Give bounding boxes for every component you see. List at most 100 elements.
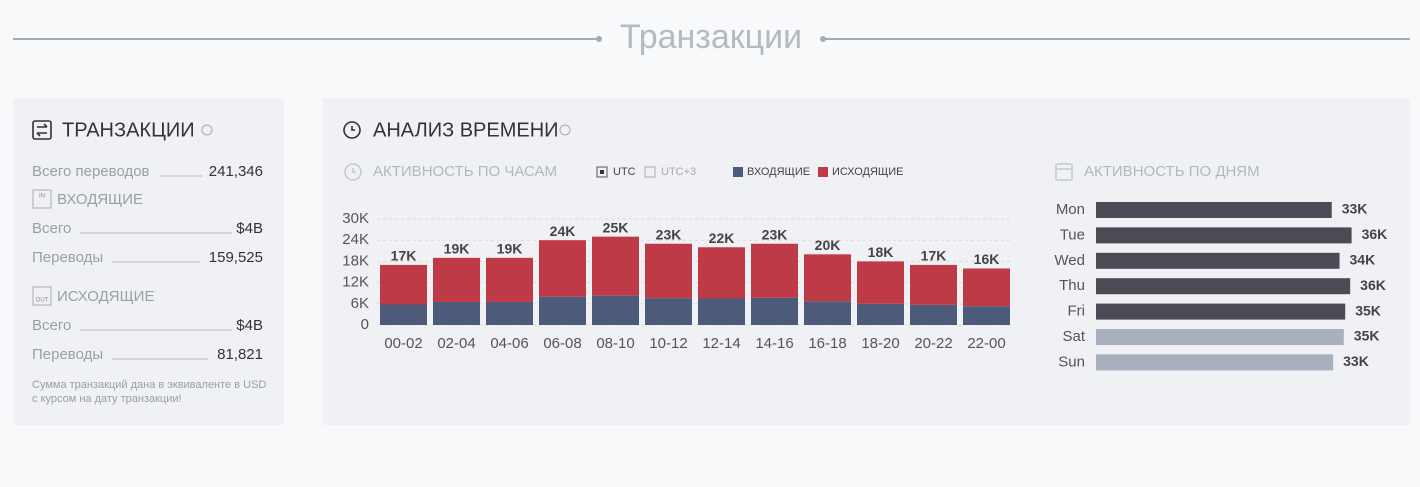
y-tick-label: 30K bbox=[342, 210, 369, 227]
y-tick-label: 12K bbox=[342, 274, 369, 291]
total-label: 17K bbox=[391, 248, 417, 264]
row-label: Переводы bbox=[32, 346, 103, 363]
y-tick-label: Wed bbox=[1054, 252, 1085, 269]
total-label: 18K bbox=[868, 244, 894, 260]
value-label: 33K bbox=[1343, 353, 1369, 369]
tz-label[interactable]: UTC+3 bbox=[661, 166, 696, 178]
x-tick-label: 10-12 bbox=[649, 335, 687, 352]
tz-radio[interactable] bbox=[644, 166, 656, 178]
in-icon-text: IN bbox=[39, 194, 45, 200]
x-tick-label: 02-04 bbox=[437, 335, 475, 352]
y-tick-label: Sun bbox=[1058, 353, 1085, 370]
header-dot bbox=[596, 36, 602, 42]
row-label: Всего bbox=[32, 220, 71, 237]
bar-segment bbox=[645, 243, 692, 299]
row-value: 81,821 bbox=[217, 346, 263, 363]
y-tick-label: 6K bbox=[351, 295, 369, 312]
x-tick-label: 22-00 bbox=[967, 335, 1005, 352]
clock-icon bbox=[343, 121, 361, 139]
note: с курсом на дату транзакции! bbox=[32, 393, 182, 405]
bar-segment bbox=[645, 298, 692, 325]
value-label: 34K bbox=[1350, 252, 1376, 268]
row-value: $4B bbox=[236, 220, 263, 237]
bar-segment bbox=[592, 295, 639, 325]
value-label: 36K bbox=[1360, 277, 1386, 293]
page-title: Транзакции bbox=[620, 18, 802, 56]
y-tick-label: Sat bbox=[1062, 328, 1085, 345]
analysis-title: АНАЛИЗ ВРЕМЕНИ bbox=[373, 119, 559, 141]
y-tick-label: 0 bbox=[361, 316, 369, 333]
bar-segment bbox=[751, 243, 798, 298]
bar bbox=[1096, 202, 1332, 218]
y-tick-label: 24K bbox=[342, 231, 369, 248]
bar-segment bbox=[910, 304, 957, 325]
bar-segment bbox=[486, 302, 533, 325]
section-title: ИСХОДЯЩИЕ bbox=[57, 288, 154, 305]
in-icon bbox=[32, 189, 52, 209]
tz-radio-dot bbox=[600, 170, 604, 174]
row-label: Переводы bbox=[32, 249, 103, 266]
bar-segment bbox=[857, 303, 904, 325]
bar bbox=[1096, 278, 1351, 295]
out-icon bbox=[32, 286, 52, 306]
bar-segment bbox=[380, 264, 427, 305]
x-tick-label: 00-02 bbox=[384, 335, 422, 352]
total-label: 25K bbox=[603, 219, 629, 235]
bar bbox=[1096, 227, 1352, 244]
value-label: 35K bbox=[1355, 302, 1381, 318]
total-label: 22K bbox=[709, 230, 735, 246]
x-tick-label: 08-10 bbox=[596, 335, 634, 352]
bar-segment bbox=[857, 261, 904, 304]
note: Сумма транзакций дана в эквиваленте в US… bbox=[32, 379, 266, 391]
x-tick-label: 20-22 bbox=[914, 335, 952, 352]
summary-title: ТРАНЗАКЦИИ bbox=[62, 119, 195, 141]
total-label: 16K bbox=[974, 251, 1000, 267]
help-icon[interactable] bbox=[201, 124, 213, 136]
chart-title: АКТИВНОСТЬ ПО ЧАСАМ bbox=[373, 163, 557, 180]
bar bbox=[1096, 354, 1334, 371]
row-label: Всего bbox=[32, 317, 71, 334]
bar-segment bbox=[698, 298, 745, 325]
alarm-icon bbox=[344, 163, 362, 181]
x-tick-label: 16-18 bbox=[808, 335, 846, 352]
bar-segment bbox=[592, 236, 639, 296]
bar-segment bbox=[433, 302, 480, 325]
tz-label[interactable]: UTC bbox=[613, 166, 636, 178]
bar-segment bbox=[751, 297, 798, 325]
x-tick-label: 12-14 bbox=[702, 335, 740, 352]
total-label: 23K bbox=[762, 226, 788, 242]
bar-segment bbox=[804, 301, 851, 325]
chart-title: АКТИВНОСТЬ ПО ДНЯМ bbox=[1084, 163, 1260, 180]
help-icon[interactable] bbox=[559, 124, 571, 136]
total-label: 19K bbox=[497, 241, 523, 257]
row-value: 159,525 bbox=[209, 249, 263, 266]
bar-segment bbox=[698, 247, 745, 299]
out-icon-text: OUT bbox=[36, 298, 49, 304]
bar-segment bbox=[804, 254, 851, 302]
x-tick-label: 14-16 bbox=[755, 335, 793, 352]
legend-label: ИСХОДЯЩИЕ bbox=[832, 166, 903, 178]
header-dot bbox=[820, 36, 826, 42]
calendar-icon bbox=[1055, 163, 1073, 181]
bar-segment bbox=[433, 257, 480, 303]
legend-swatch bbox=[733, 167, 743, 177]
x-tick-label: 04-06 bbox=[490, 335, 528, 352]
y-tick-label: Thu bbox=[1059, 277, 1085, 294]
legend-label: ВХОДЯЩИЕ bbox=[747, 166, 810, 178]
y-tick-label: Tue bbox=[1060, 226, 1085, 243]
legend-swatch bbox=[818, 167, 828, 177]
total-label: 20K bbox=[815, 237, 841, 253]
y-tick-label: 18K bbox=[342, 252, 369, 269]
tz-radio[interactable] bbox=[596, 166, 608, 178]
bar-segment bbox=[963, 268, 1010, 307]
total-label: 17K bbox=[921, 248, 947, 264]
bar bbox=[1096, 303, 1346, 320]
bar bbox=[1096, 252, 1340, 269]
value-label: 33K bbox=[1342, 201, 1368, 217]
bar-segment bbox=[539, 240, 586, 297]
value-label: 35K bbox=[1354, 328, 1380, 344]
transfer-icon bbox=[32, 120, 52, 140]
bar-segment bbox=[539, 296, 586, 325]
y-tick-label: Mon bbox=[1056, 201, 1085, 218]
